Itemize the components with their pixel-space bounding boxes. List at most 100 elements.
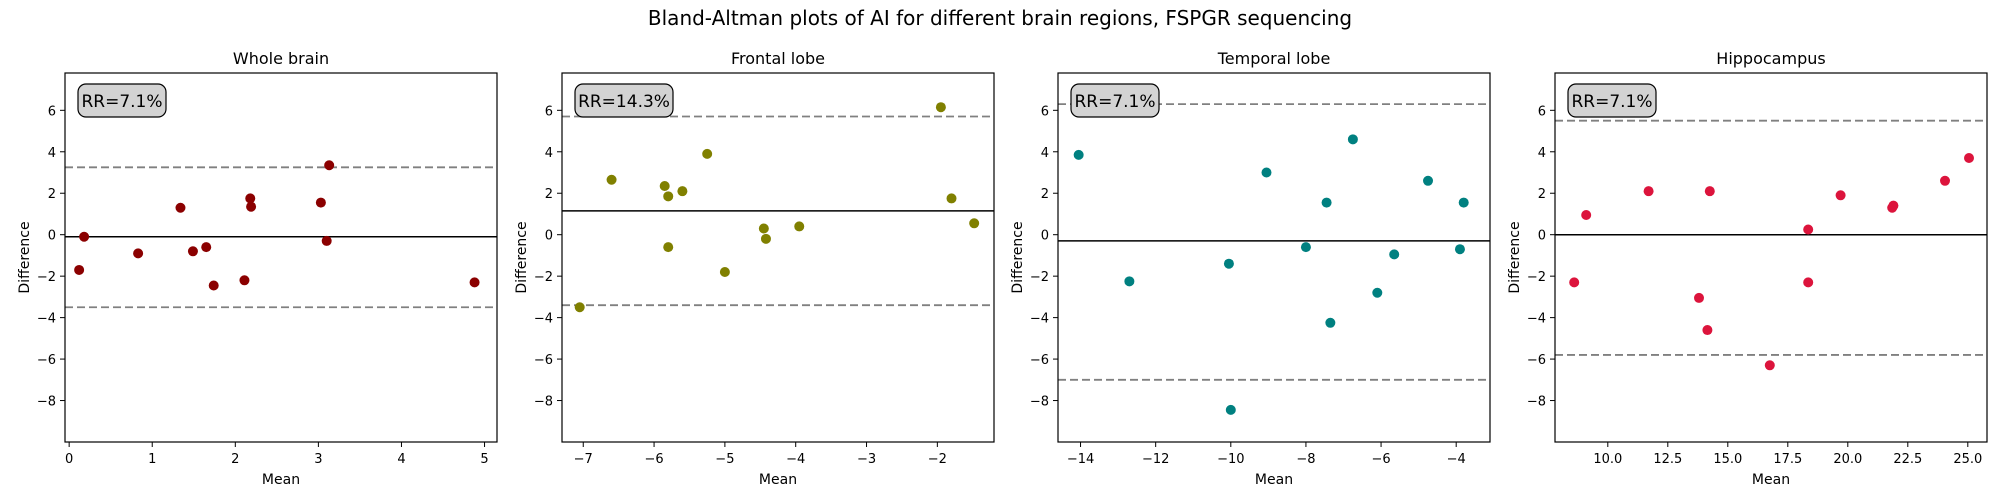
rr-annotation-box [1567,83,1657,118]
y-tick-label: 2 [545,187,553,202]
data-point [1569,277,1580,288]
y-tick-label: 2 [48,187,56,202]
data-point [239,275,250,286]
data-point [201,242,212,253]
y-tick-label: −8 [534,395,553,410]
data-points [74,160,480,291]
x-axis-label: Mean [1255,472,1293,488]
y-tick-label: 0 [1041,229,1049,244]
rr-annotation: RR=7.1% [81,92,162,112]
y-tick-label: 2 [1538,187,1546,202]
data-point [1423,175,1434,186]
reference-lines [562,115,994,307]
y-tick-label: 4 [1041,146,1049,161]
y-axis-label: Difference [1507,221,1523,293]
y-tick-label: −6 [37,353,56,368]
data-point [1073,149,1084,160]
y-tick-label: −4 [37,312,56,327]
data-point [760,233,771,244]
data-point [208,280,219,291]
data-point [469,277,480,288]
y-axis-label: Difference [514,221,530,293]
reference-lines [65,166,497,309]
x-tick-label: 2 [231,452,239,467]
data-point [246,201,257,212]
x-tick-label: 17.5 [1773,452,1802,467]
data-point [677,186,688,197]
data-point [969,218,980,229]
x-tick-label: −6 [1371,452,1390,467]
data-point [1835,190,1846,201]
axes-frame [64,72,498,443]
data-point [1321,197,1332,208]
x-tick-label: 15.0 [1713,452,1742,467]
subplot-title: Whole brain [233,49,329,68]
data-points [1569,152,1974,371]
rr-annotation: RR=7.1% [1074,92,1155,112]
data-point [1702,325,1713,336]
y-tick-label: 0 [48,229,56,244]
data-point [1223,258,1234,269]
data-point [245,193,256,204]
data-point [1581,210,1592,221]
subplot-title: Hippocampus [1716,49,1825,68]
y-tick-label: 4 [545,146,553,161]
data-point [324,160,335,171]
x-tick-label: 20.0 [1833,452,1862,467]
reference-lines [1555,119,1987,356]
x-tick-label: −3 [857,452,876,467]
chart-panel-1: Whole brain 0 1 2 3 4 5 −8 −6 −4 −2 0 2 4 6 Mean Differe… [17,49,498,488]
axes-frame [1057,72,1491,443]
rr-annotation: RR=14.3% [578,92,670,112]
y-tick-label: 2 [1041,187,1049,202]
reference-lines [1058,103,1490,381]
data-point [1347,134,1358,145]
x-tick-label: −8 [1296,452,1315,467]
y-tick-label: −8 [1030,395,1049,410]
figure-title: Bland-Altman plots of AI for different b… [647,6,1353,30]
data-point [133,248,144,259]
data-point [719,267,730,278]
subplot-title: Frontal lobe [731,49,825,68]
x-axis-label: Mean [1752,472,1790,488]
y-tick-label: 6 [1538,104,1546,119]
data-point [1124,276,1135,287]
data-point [1803,224,1814,235]
data-points [1073,134,1469,415]
rr-annotation-box [574,83,674,118]
y-tick-label: −6 [534,353,553,368]
data-point [1803,277,1814,288]
data-point [74,264,85,275]
x-tick-label: 5 [480,452,488,467]
y-tick-label: 0 [1538,229,1546,244]
x-tick-label: 25.0 [1953,452,1982,467]
data-point [1764,360,1775,371]
data-point [946,193,957,204]
rr-annotation-box [77,83,167,118]
x-tick-label: −10 [1217,452,1244,467]
data-point [1694,292,1704,303]
data-point [606,174,617,185]
data-point [574,302,585,313]
chart-panel-2: Frontal lobe −7 −6 −5 −4 −3 −2 −8 −6 −4 −2 0 2 4 6 Mean… [514,49,995,488]
data-point [1389,249,1400,260]
data-point [659,180,670,191]
y-tick-label: −2 [534,270,553,285]
data-point [935,102,946,113]
y-tick-label: −4 [534,312,553,327]
data-point [663,191,674,202]
y-tick-label: −8 [37,395,56,410]
chart-panel-4: Hippocampus 10.0 12.5 15.0 17.5 20.0 22.5 25.0 −… [1507,49,1988,488]
y-tick-label: 6 [1041,104,1049,119]
x-tick-label: 22.5 [1893,452,1922,467]
y-tick-label: −2 [1527,270,1546,285]
axes-frame [1554,72,1988,443]
data-point [794,221,805,232]
rr-annotation: RR=7.1% [1571,92,1652,112]
x-tick-label: −12 [1142,452,1169,467]
data-point [758,223,769,234]
data-point [1225,404,1236,415]
x-axis-label: Mean [262,472,300,488]
